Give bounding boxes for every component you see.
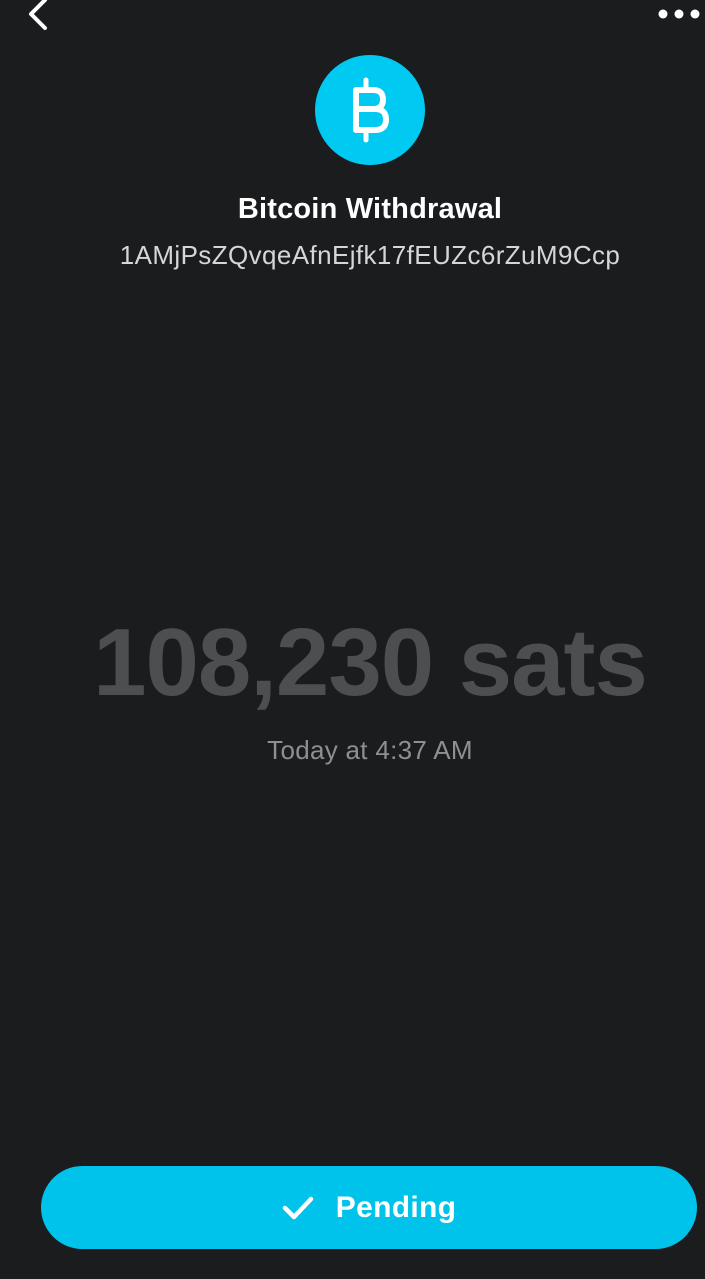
checkmark-icon (282, 1195, 314, 1221)
status-pending-button[interactable]: Pending (41, 1166, 697, 1249)
bitcoin-icon (353, 77, 389, 143)
transaction-title: Bitcoin Withdrawal (237, 193, 503, 225)
more-options-button[interactable] (655, 4, 705, 24)
back-button[interactable] (18, 0, 62, 38)
transaction-timestamp: Today at 4:37 AM (267, 735, 473, 765)
transaction-amount: 108,230 sats (93, 609, 648, 716)
bitcoin-avatar (315, 55, 425, 165)
status-label: Pending (335, 1190, 457, 1224)
wallet-address: 1AMjPsZQvqeAfnEjfk17fEUZc6rZuM9Ccp (119, 240, 621, 270)
more-horizontal-icon (658, 9, 700, 19)
chevron-left-icon (29, 0, 47, 30)
